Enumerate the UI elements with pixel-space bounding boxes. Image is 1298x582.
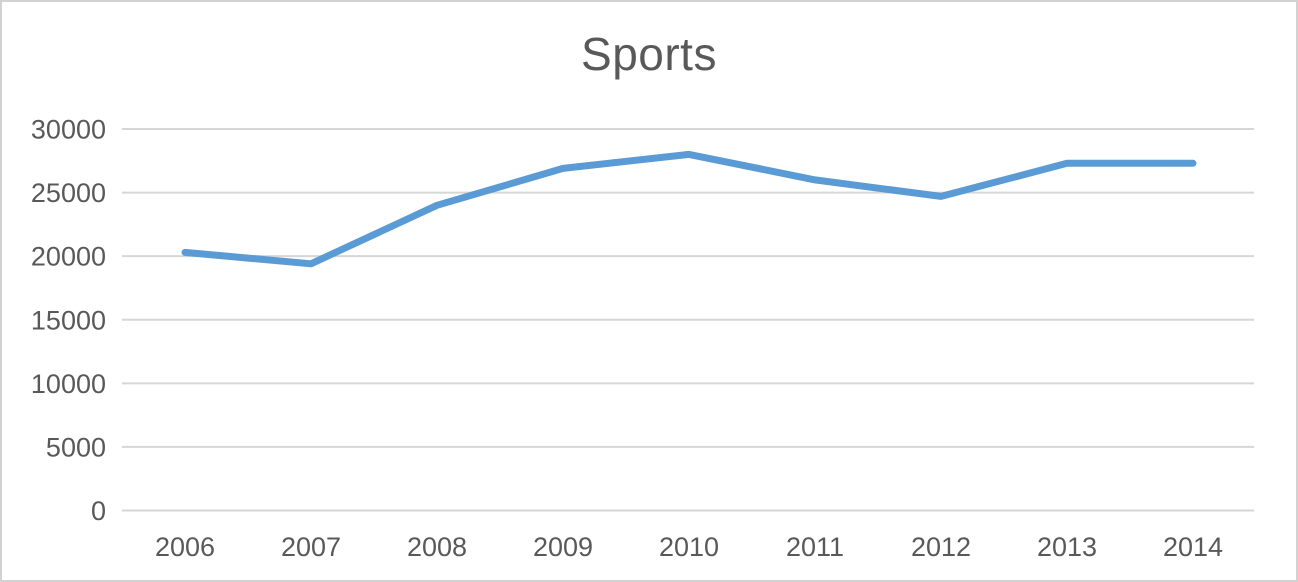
x-axis-tick-label: 2013	[1037, 532, 1097, 562]
y-axis-tick-label: 5000	[46, 432, 106, 462]
y-axis-tick-label: 25000	[31, 178, 106, 208]
y-axis-tick-label: 10000	[31, 369, 106, 399]
x-axis-tick-label: 2012	[911, 532, 971, 562]
y-axis-tick-label: 20000	[31, 242, 106, 272]
x-axis-tick-label: 2014	[1163, 532, 1223, 562]
y-axis-tick-label: 15000	[31, 305, 106, 335]
x-axis-tick-label: 2010	[659, 532, 719, 562]
series-line-sports	[181, 150, 1197, 268]
x-axis-tick-label: 2008	[407, 532, 467, 562]
y-axis-tick-label: 0	[91, 496, 106, 526]
x-axis-tick-label: 2009	[533, 532, 593, 562]
x-axis-tick-label: 2006	[155, 532, 215, 562]
y-axis-tick-label: 30000	[31, 115, 106, 145]
chart-title: Sports	[581, 28, 717, 80]
x-axis-tick-label: 2011	[786, 532, 844, 562]
x-axis-tick-label: 2007	[281, 532, 341, 562]
